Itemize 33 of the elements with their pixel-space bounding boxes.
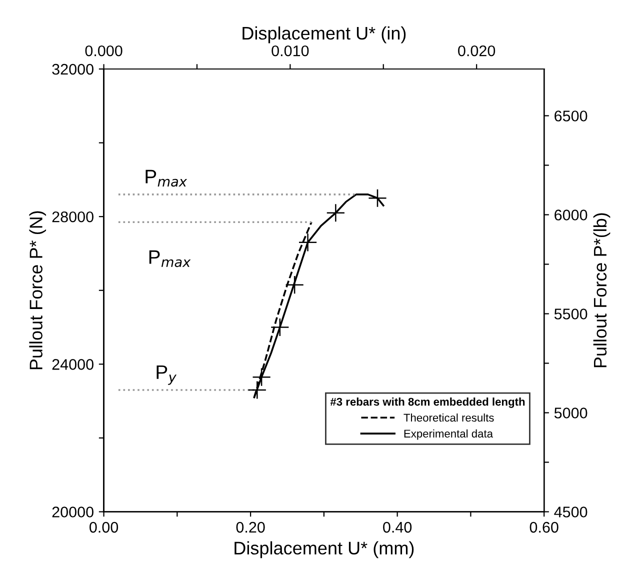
y2-tick-label: 6500 [554, 110, 588, 122]
annotation: P$_{y}$ [156, 365, 177, 385]
legend-label: Theoretical results [404, 413, 494, 422]
y2-tick-label: 5000 [554, 408, 588, 418]
y-tick-label: 24000 [52, 359, 94, 370]
x-tick-label: 0.40 [383, 522, 412, 533]
point [252, 368, 271, 386]
y2-axis-title: Pullout Force P*(lb) [593, 213, 610, 368]
point [368, 188, 387, 208]
x-tick-label: 0.00 [90, 522, 118, 533]
annotation: P$_{max}$ [146, 170, 188, 187]
x2-tick-label: 0.020 [458, 45, 496, 56]
y2-tick-label: 4500 [554, 506, 588, 518]
point [298, 233, 318, 252]
point [326, 203, 346, 222]
point [248, 380, 267, 400]
x-axis-title: Displacement U* (mm) [234, 541, 414, 558]
x2-axis-title: Displacement U* (in) [242, 26, 406, 44]
legend-title: #3 rebars with 8cm embedded length [330, 398, 525, 408]
x-tick-label: 0.20 [236, 522, 265, 533]
y2-tick-label: 6000 [554, 210, 588, 220]
x-tick-label: 0.60 [530, 522, 558, 533]
y-tick-label: 28000 [52, 211, 94, 222]
x2-tick-label: 0.010 [272, 45, 309, 56]
annotation: P$_{max}$ [149, 250, 191, 268]
y-tick-label: 20000 [52, 506, 94, 518]
legend-label: Experimental data [404, 429, 494, 440]
y-tick-label: 32000 [52, 64, 94, 75]
y2-tick-label: 5500 [554, 308, 588, 320]
x2-tick-label: 0.000 [85, 45, 122, 56]
point [270, 318, 290, 337]
point [285, 275, 304, 294]
y-axis-title: Pullout Force P* (N) [29, 211, 46, 370]
